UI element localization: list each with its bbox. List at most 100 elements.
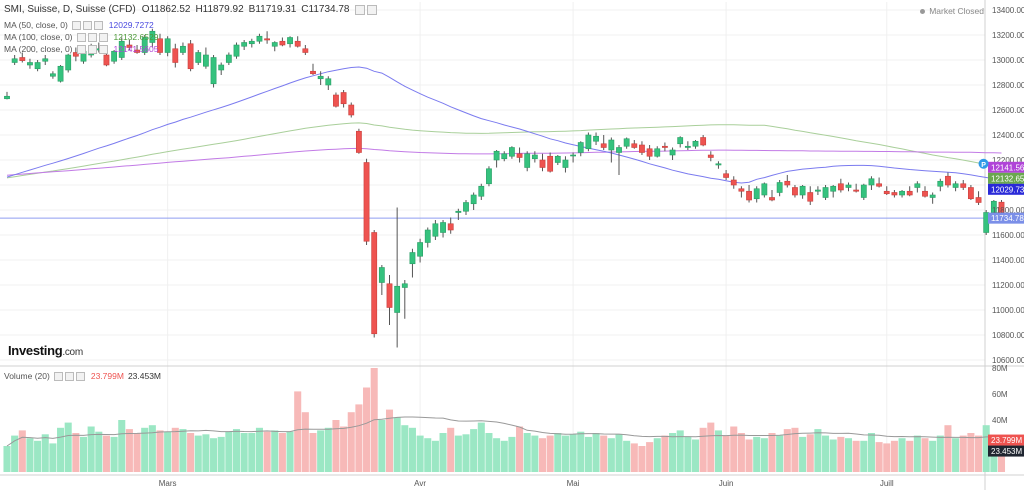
candle [692,140,699,149]
volume-bar [95,431,103,472]
low-value: B11719.31 [248,4,297,15]
candle [19,52,26,63]
candle-down [447,223,454,231]
candle-up [141,37,148,53]
p-marker-circle [978,158,989,169]
volume-bar [477,422,485,472]
candle [799,185,806,199]
candle-down [960,183,967,188]
candle-up [241,42,248,47]
eye-icon[interactable] [76,32,86,42]
volume-tick-label: 80M [992,364,1008,373]
candle [310,63,316,75]
candle [302,45,309,55]
candle-up [776,182,783,193]
volume-bar [317,430,325,472]
candle [4,91,10,100]
candle-up [677,137,684,145]
x-tick-label: Mars [159,479,177,488]
volume-bar [187,433,195,472]
candle [516,147,523,163]
price-tick-label: 10600.00 [992,356,1024,365]
volume-bar [416,435,424,472]
candle-down [707,154,714,158]
candle [210,55,217,88]
settings-icon[interactable] [82,20,92,30]
volume-bar [929,440,937,472]
high-value: H11879.92 [195,4,244,15]
volume-bar [722,435,730,472]
volume-bar [355,404,363,472]
settings-icon[interactable] [87,44,97,54]
volume-bar [340,426,348,472]
candle-up [684,145,691,148]
candle [967,185,974,200]
close-icon[interactable] [75,371,85,381]
candle-up [325,78,332,86]
settings-icon[interactable] [64,371,74,381]
volume-bar [148,425,156,472]
volume-bar [768,433,776,472]
investing-logo[interactable]: Investing.com [8,343,83,358]
settings-icon[interactable] [366,4,377,15]
volume-bar [194,435,202,472]
eye-icon[interactable] [71,20,81,30]
candle-up [57,65,64,82]
volume-bar [508,436,516,472]
candle-up [210,57,217,85]
volume-bar [730,426,738,472]
candle-up [478,185,485,197]
volume-bar [822,435,830,472]
candle-down [631,143,638,148]
show-hide-icon[interactable] [354,4,365,15]
candle [669,147,676,160]
candle-up [4,95,10,100]
volume-tick-label: 40M [992,416,1008,425]
candle-down [807,192,814,202]
candle-up [493,150,500,161]
price-tick-label: 11000.00 [992,306,1024,315]
candle [401,280,408,319]
volume-bar [363,387,371,472]
candle-up [432,223,439,237]
candle-up [623,138,630,147]
candle-down [279,40,286,46]
volume-bar [844,438,853,472]
volume-bar [248,433,256,472]
candle [883,186,890,195]
price-flag [988,172,1024,184]
candle [914,181,921,193]
p-marker-icon: P [978,158,989,169]
candle-up [501,153,508,160]
price-flag-label: 12141.56 [991,163,1024,172]
candle [340,90,347,108]
candle-up [455,210,462,213]
candle [593,132,599,145]
symbol-title: SMI, Suisse, D, Suisse (CFD) [4,4,136,15]
close-icon[interactable] [98,32,108,42]
price-tick-label: 12800.00 [992,81,1024,90]
candle [149,28,156,48]
candle [325,76,332,90]
status-dot-icon [920,8,926,14]
eye-icon[interactable] [53,371,63,381]
legend-value: 12141.5605 [113,44,159,54]
volume-bar [57,427,65,472]
close-icon[interactable] [98,44,108,54]
candle-up [233,44,240,57]
candle-down [333,94,339,107]
volume-bar [240,433,248,472]
candle-up [868,178,875,186]
candle [600,135,607,150]
eye-icon[interactable] [76,44,86,54]
volume-bar [944,425,952,472]
candle-up [49,73,56,77]
close-icon[interactable] [93,20,103,30]
settings-icon[interactable] [87,32,97,42]
candle-up [822,187,829,198]
candle [975,191,982,205]
candle [646,145,653,160]
candle-up [761,183,768,196]
candle-down [187,43,194,70]
